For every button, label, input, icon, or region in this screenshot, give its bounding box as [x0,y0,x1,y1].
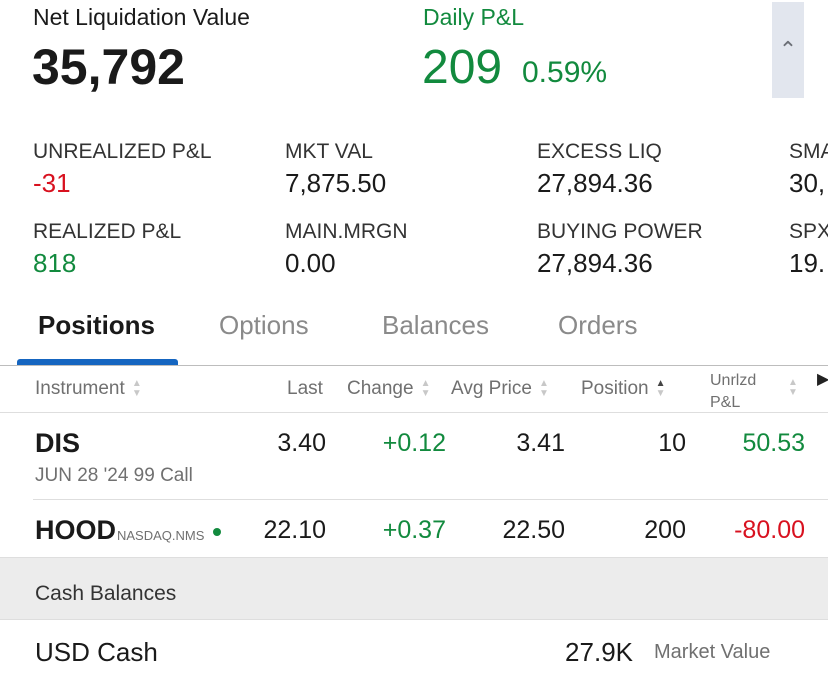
col-label: Position [581,378,649,399]
metric-label: BUYING POWER [537,220,703,243]
tab-positions[interactable]: Positions [38,310,156,340]
row-position: 10 [658,429,686,457]
row-last: 22.10 [263,516,326,544]
metric-label: SPX [789,220,828,243]
metric-label: UNREALIZED P&L [33,140,212,163]
row-exchange: NASDAQ.NMS [117,528,205,543]
metric-value: 7,875.50 [285,168,387,198]
metric-label: MKT VAL [285,140,373,163]
metric-label: REALIZED P&L [33,220,182,243]
sort-icon: ▲ ▼ [539,377,549,399]
net-liq-value: 35,792 [32,39,185,95]
col-label: Change [347,378,414,399]
tab-orders[interactable]: Orders [558,310,638,340]
metric-value: 30, [789,168,826,198]
row-symbol: DIS [35,428,81,458]
row-unrlzd-pnl: -80.00 [734,516,805,544]
col-label: Instrument [35,378,125,399]
metric-value: -31 [33,168,71,198]
col-label: P&L [710,394,741,411]
sort-asc-icon: ▲ ▼ [655,377,666,399]
active-tab-indicator [17,359,178,365]
sort-icon: ▲ ▼ [131,377,142,399]
metric-label: EXCESS LIQ [537,140,662,163]
metric-value: 818 [33,248,77,278]
tab-balances[interactable]: Balances [382,310,489,340]
daily-pnl-pct: 0.59% [522,56,608,89]
col-label: Unrlzd [710,372,757,389]
row-unrlzd-pnl: 50.53 [742,429,805,457]
divider [0,365,828,366]
row-change: +0.12 [382,429,446,457]
row-description: JUN 28 '24 99 Call [35,465,193,486]
col-position[interactable]: Position ▲ ▼ [581,378,667,400]
metric-value: 27,894.36 [537,168,653,198]
metric-value: 0.00 [285,248,336,278]
col-avg-price[interactable]: Avg Price ▲ ▼ [451,378,550,400]
market-open-dot-icon [213,528,221,536]
col-last[interactable]: Last [287,378,323,399]
metric-value: 19. [789,248,826,278]
tab-options[interactable]: Options [219,310,309,340]
divider [33,499,828,500]
metric-label: MAIN.MRGN [285,220,408,243]
cash-balances-header: Cash Balances [0,557,828,620]
row-symbol: HOOD [35,515,116,545]
metric-label: SMA [789,140,828,163]
collapse-button[interactable]: ⌃ [772,2,804,98]
sort-icon: ▲ ▼ [420,377,431,399]
sort-icon: ▲ ▼ [788,377,798,398]
cash-value-label: Market Value [654,641,771,663]
chevron-up-icon: ⌃ [778,37,798,62]
divider [0,412,828,413]
section-title: Cash Balances [35,582,177,605]
row-change: +0.37 [382,516,446,544]
row-last: 3.40 [277,429,326,457]
row-avg-price: 22.50 [502,516,565,544]
cash-label: USD Cash [35,637,158,667]
daily-pnl-value: 209 [422,41,503,94]
col-change[interactable]: Change ▲ ▼ [347,378,432,400]
col-instrument[interactable]: Instrument ▲ ▼ [35,378,143,400]
cash-value: 27.9K [565,637,633,667]
metric-value: 27,894.36 [537,248,653,278]
col-unrlzd-pnl[interactable]: Unrlzd P&L [710,370,756,414]
row-position: 200 [644,516,686,544]
daily-pnl-label: Daily P&L [423,4,524,30]
net-liq-label: Net Liquidation Value [33,4,250,30]
scroll-right-icon[interactable]: ▶ [817,371,828,388]
row-avg-price: 3.41 [516,429,565,457]
col-label: Avg Price [451,378,532,399]
